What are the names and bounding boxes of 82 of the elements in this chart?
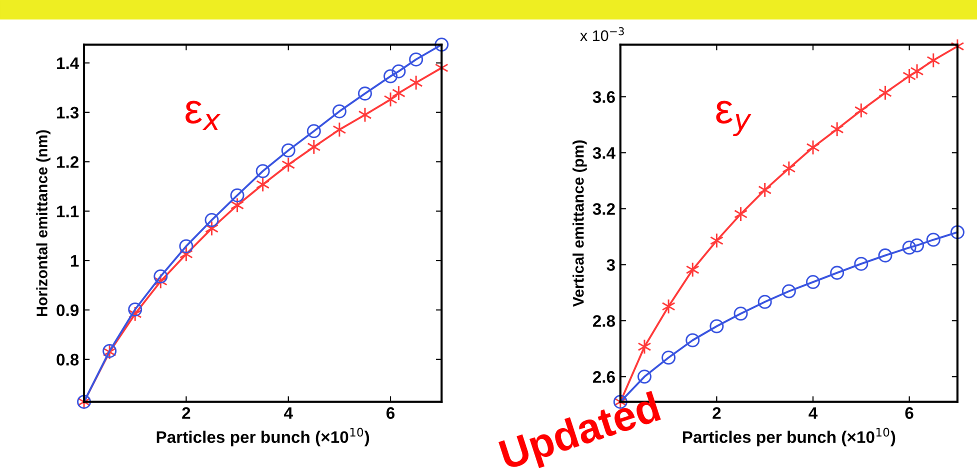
y-tick-label: 3 (606, 259, 615, 271)
point (128, 302, 142, 316)
point (910, 238, 924, 252)
point (902, 240, 916, 255)
x-tick-label: 2 (712, 407, 721, 419)
point (758, 294, 772, 309)
point (638, 338, 652, 354)
x-axis-title: Particles per bunch (×10$^{10}$) (682, 428, 896, 446)
point (854, 102, 868, 118)
point (332, 122, 346, 138)
point (128, 306, 142, 322)
y-axis-title: Vertical emittance (pm) (572, 140, 587, 307)
point (256, 176, 270, 192)
x-tick-label: 6 (386, 407, 395, 419)
point (409, 74, 423, 90)
point (392, 85, 406, 101)
point (230, 188, 244, 202)
x-tick-label: 4 (808, 407, 818, 419)
x-tick-label: 2 (182, 407, 190, 419)
y-tick-label: 3.6 (592, 91, 615, 103)
point (926, 52, 940, 68)
y-tick-label: 2.6 (592, 371, 615, 383)
point (409, 52, 424, 66)
y-tick-label: 1.4 (57, 58, 80, 69)
point (179, 246, 193, 262)
point (806, 275, 820, 290)
point (782, 160, 796, 176)
point (662, 298, 676, 314)
point (637, 370, 652, 384)
point (662, 350, 676, 365)
point (734, 206, 748, 222)
x-tick-label: 4 (284, 407, 293, 419)
point (830, 266, 844, 280)
point (154, 274, 168, 290)
point (307, 139, 321, 155)
y-tick-label: 0.8 (56, 354, 79, 366)
point (179, 239, 194, 254)
point (306, 124, 321, 138)
point (830, 121, 844, 137)
point (204, 213, 219, 228)
point (230, 198, 244, 213)
point (282, 156, 296, 172)
point (878, 248, 892, 262)
point (332, 104, 346, 118)
point (281, 143, 296, 158)
point (384, 92, 398, 108)
point (392, 64, 406, 78)
y-axis-title: Horizontal emittance (nm) (36, 130, 50, 316)
point (758, 182, 772, 198)
point (734, 306, 748, 321)
point (902, 68, 916, 84)
point (358, 107, 372, 123)
point (782, 284, 796, 298)
point (256, 164, 270, 178)
y-tick-label: 1.2 (57, 156, 78, 168)
point (358, 86, 372, 101)
y-tick-label: 1 (70, 255, 79, 267)
y-tick-label: 1.3 (57, 106, 79, 119)
x-axis-title: Particles per bunch (×10$^{10}$) (156, 428, 370, 446)
x-tick-label: 6 (905, 407, 914, 419)
annotation: ε$_{x}$ (186, 100, 221, 130)
point (910, 64, 924, 79)
y-tick-label: 3.4 (592, 147, 616, 159)
point (434, 38, 449, 52)
y-tick-label: 0.9 (56, 304, 79, 316)
point (806, 140, 820, 156)
annotation: ε$_{y}$ (716, 100, 752, 136)
point (686, 333, 700, 348)
y-tick-label: 3.2 (592, 203, 615, 215)
point (950, 225, 964, 240)
point (926, 232, 940, 247)
point (710, 232, 724, 248)
point (878, 85, 892, 101)
point (710, 319, 724, 334)
point (384, 69, 398, 84)
text: x 10$^{−3}$ (580, 27, 624, 42)
y-tick-label: 2.8 (592, 315, 616, 327)
point (854, 256, 868, 271)
point (154, 269, 168, 284)
point (204, 220, 219, 236)
point (686, 262, 700, 278)
y-tick-label: 1.1 (57, 206, 79, 218)
